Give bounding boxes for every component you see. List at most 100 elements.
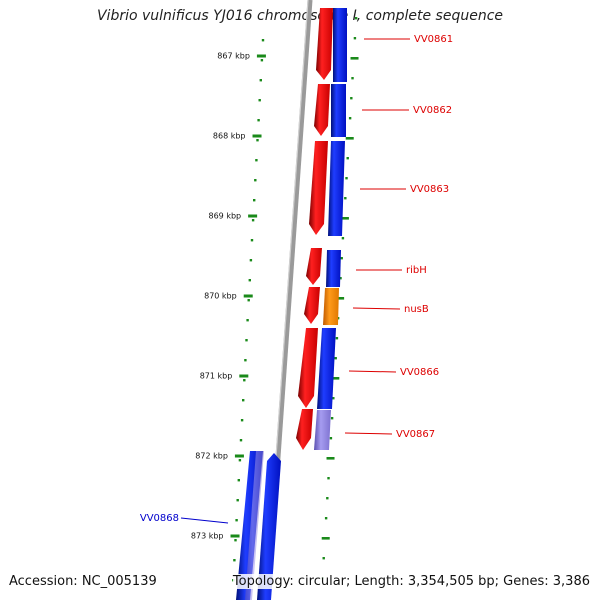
gene-label-VV0866[interactable]: VV0866 [400,367,439,378]
reverse-gene-block-ribH [326,250,341,287]
gene-label-nusB[interactable]: nusB [404,304,429,315]
ruler-dot [237,479,240,482]
outer-ruler-ticks [321,17,359,580]
ruler-dot [255,159,258,162]
gene-label-leader [180,517,229,524]
ruler-dot [251,219,255,222]
ruler-major-tick [239,374,249,378]
ruler-dot [240,419,244,422]
outer-ruler-dot [344,197,347,200]
outer-ruler-dot [330,417,334,420]
outer-ruler-dot [331,377,340,380]
ruler-dot [253,199,256,202]
reverse-gene-block-VV0862 [331,84,346,137]
ruler-dot [250,239,254,242]
forward-gene-arrow-up [257,453,281,600]
ruler-tick-label: 872 kbp [195,452,228,461]
gene-label-VV0863[interactable]: VV0863 [410,184,449,195]
ruler-dot [238,459,242,462]
gene-label-leader [344,432,393,435]
ruler-tick-label: 873 kbp [191,532,224,541]
outer-ruler-dot [350,97,353,100]
ruler-dot [234,539,237,542]
outer-ruler-dot [322,557,325,560]
outer-ruler-dot [339,277,342,280]
gene-labels: VV0861 VV0862 VV0863 ribH nusB VV0866 VV0867 VV… [140,34,453,524]
ruler-tick-label: 870 kbp [204,292,237,301]
topology-summary: Topology: circular; Length: 3,354,505 bp… [232,574,590,589]
reverse-gene-block-VV0863 [328,141,345,236]
outer-ruler-dot [354,17,358,20]
outer-ruler-dot [326,457,335,460]
outer-ruler-dot [345,137,354,140]
ruler-dot [248,279,251,282]
reverse-gene-block-VV0867 [314,410,331,450]
outer-ruler-dot [341,237,345,240]
outer-ruler-dot [345,177,348,180]
accession-label: Accession: NC_005139 [9,574,157,589]
ruler-major-tick [230,534,240,538]
outer-ruler-dot [348,117,352,120]
ruler-tick-label: 871 kbp [200,372,233,381]
ruler-dot [246,319,249,322]
ruler-ticks: 867 kbp 868 kbp 869 kbp 870 kbp 871 kbp 872 k… [191,39,266,582]
reverse-gene-block-VV0866 [317,328,336,409]
ruler-dot [261,39,265,42]
ruler-dot [239,439,243,442]
outer-ruler-dot [334,357,337,360]
reverse-gene-block-VV0861 [333,8,347,82]
ruler-dot [256,139,259,142]
ruler-major-tick [256,54,266,58]
outer-ruler-dot [329,437,333,440]
reverse-gene-block-nusB [323,288,339,325]
ruler-major-tick [243,294,253,298]
ruler-dot [245,339,248,342]
outer-ruler-dot [326,497,329,500]
outer-ruler-dot [321,537,330,540]
forward-gene-block-VV0868-shade [245,451,264,600]
gene-label-VV0862[interactable]: VV0862 [413,105,452,116]
outer-ruler-dot [327,477,330,480]
gene-label-VV0868[interactable]: VV0868 [140,513,179,524]
outer-ruler-dot [340,257,343,260]
map-title: Vibrio vulnificus YJ016 chromosome I, co… [96,8,504,24]
ruler-major-tick [234,454,244,458]
ruler-major-tick [248,214,258,218]
outer-ruler-dot [353,37,357,40]
gene-label-leader [348,370,397,373]
ruler-dot [243,379,246,382]
gene-label-VV0861[interactable]: VV0861 [414,34,453,45]
ruler-tick-label: 869 kbp [209,212,242,221]
ruler-dot [258,99,261,102]
forward-gene-arrow-6 [298,328,318,408]
ruler-tick-label: 867 kbp [217,52,250,61]
outer-ruler-dot [351,77,354,80]
outer-ruler-dot [346,157,349,160]
forward-gene-arrow-7 [296,409,313,450]
forward-gene-arrow-1 [316,8,333,80]
outer-ruler-dot [332,397,335,400]
forward-gene-arrow-5 [304,287,320,324]
forward-gene-arrow-4 [306,248,322,285]
ruler-dot [235,519,238,522]
outer-ruler-dot [324,517,328,520]
gene-label-VV0867[interactable]: VV0867 [396,429,435,440]
ruler-dot [259,79,262,82]
ruler-dot [242,399,245,402]
ruler-major-tick [252,134,262,138]
ruler-dot [257,119,260,122]
ruler-dot [233,559,236,562]
outer-ruler-dot [336,297,345,300]
outer-ruler-dot [350,57,359,60]
forward-gene-arrow-3 [309,141,328,235]
forward-gene-arrow-2 [314,84,330,136]
ruler-dot [236,499,239,502]
gene-label-ribH[interactable]: ribH [406,265,427,276]
ruler-dot [254,179,257,182]
ruler-dot [244,359,247,362]
ruler-dot [247,299,250,302]
ruler-dot [260,59,264,62]
gene-label-leader [352,307,401,310]
